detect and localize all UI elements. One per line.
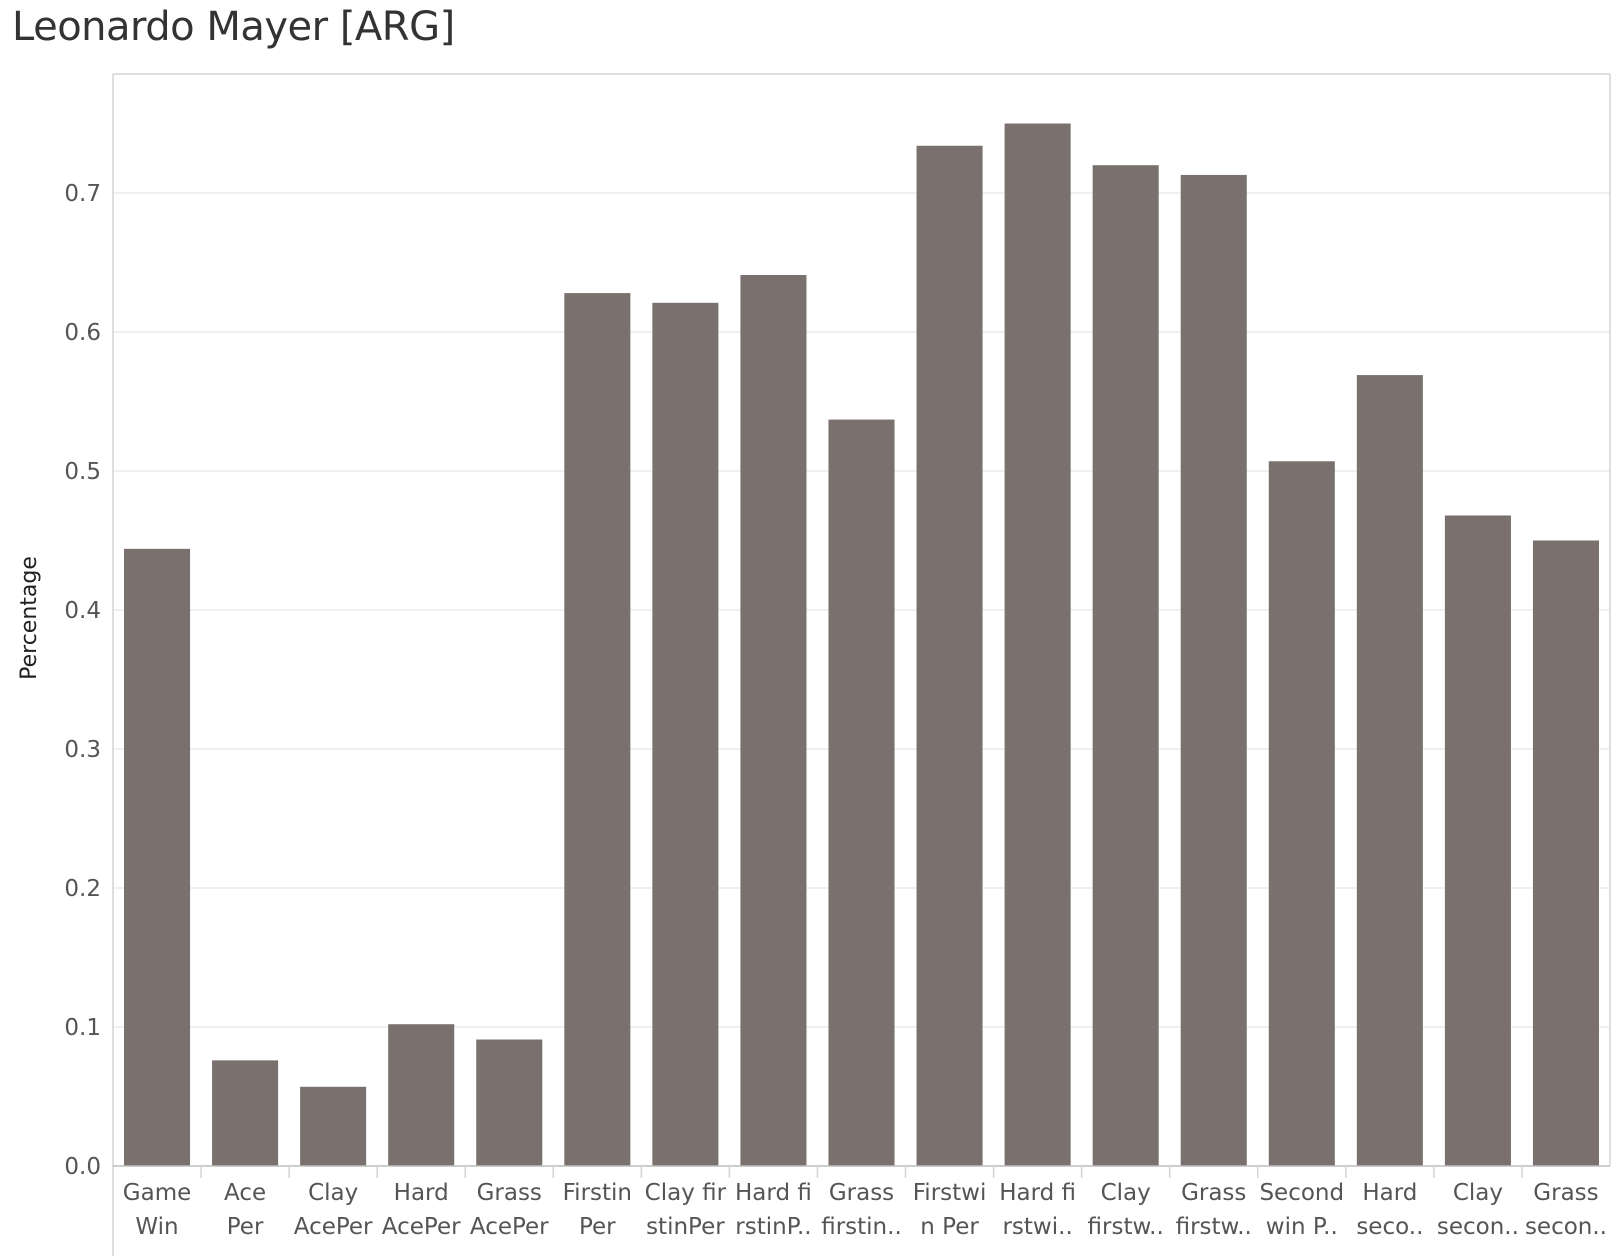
y-axis-ticks: 0.0 0.1 0.2 0.3 0.4 0.5 0.6 0.7 — [64, 181, 101, 1180]
x-tick-label: Second — [1259, 1180, 1344, 1206]
bar[interactable] — [212, 1060, 279, 1166]
y-tick-label: 0.0 — [64, 1154, 101, 1180]
y-tick-label: 0.4 — [64, 598, 101, 624]
x-tick-label: Clay — [1453, 1180, 1503, 1206]
x-tick-label: secon.. — [1437, 1214, 1519, 1240]
bar[interactable] — [916, 145, 983, 1167]
x-tick-label: n Per — [920, 1214, 979, 1240]
x-tick-label: Grass — [1533, 1180, 1598, 1206]
x-tick-label: firstw.. — [1088, 1214, 1164, 1240]
x-tick-label: rstwi.. — [1002, 1214, 1072, 1240]
x-tick-label: Game — [123, 1180, 191, 1206]
y-tick-label: 0.7 — [64, 181, 101, 207]
x-tick-label: Firstwi — [913, 1180, 987, 1206]
bar[interactable] — [388, 1024, 455, 1166]
bar[interactable] — [1004, 123, 1071, 1167]
x-tick-label: Grass — [829, 1180, 894, 1206]
y-tick-label: 0.1 — [64, 1015, 101, 1041]
x-tick-label: Per — [227, 1214, 264, 1240]
bar[interactable] — [1532, 540, 1599, 1167]
x-tick-label: Clay — [1101, 1180, 1151, 1206]
x-tick-label: Grass — [477, 1180, 542, 1206]
x-tick-label: Clay — [308, 1180, 358, 1206]
bar[interactable] — [828, 419, 895, 1166]
bar[interactable] — [1356, 375, 1423, 1167]
y-tick-label: 0.5 — [64, 459, 101, 485]
y-tick-label: 0.2 — [64, 876, 101, 902]
chart-title: Leonardo Mayer [ARG] — [12, 4, 455, 50]
x-tick-label: AcePer — [382, 1214, 461, 1240]
bar[interactable] — [1180, 174, 1247, 1166]
bar[interactable] — [300, 1086, 367, 1166]
x-tick-label: Clay fir — [645, 1180, 727, 1206]
x-tick-label: win P.. — [1266, 1214, 1338, 1240]
x-tick-label: seco.. — [1356, 1214, 1423, 1240]
x-tick-label: Ace — [224, 1180, 266, 1206]
bars — [124, 123, 1599, 1167]
x-tick-label: firstin.. — [821, 1214, 902, 1240]
x-tick-label: Per — [579, 1214, 616, 1240]
x-tick-label: Hard — [394, 1180, 449, 1206]
x-tick-label: secon.. — [1525, 1214, 1607, 1240]
x-tick-label: Hard fi — [999, 1180, 1076, 1206]
bar[interactable] — [476, 1039, 543, 1166]
x-tick-label: stinPer — [646, 1214, 725, 1240]
y-tick-label: 0.3 — [64, 737, 101, 763]
x-tick-label: AcePer — [470, 1214, 549, 1240]
bar[interactable] — [1268, 461, 1335, 1166]
y-tick-label: 0.6 — [64, 320, 101, 346]
x-tick-label: rstinP.. — [735, 1214, 811, 1240]
x-tick-label: AcePer — [294, 1214, 373, 1240]
bar[interactable] — [124, 548, 191, 1166]
x-axis-labels: GameWinAcePerClayAcePerHardAcePerGrassAc… — [123, 1180, 1607, 1240]
bar[interactable] — [740, 275, 807, 1166]
x-tick-label: Firstin — [563, 1180, 632, 1206]
x-tick-label: Hard fi — [735, 1180, 812, 1206]
x-tick-label: Hard — [1362, 1180, 1417, 1206]
plot-frame — [112, 73, 1611, 1256]
bar[interactable] — [1444, 515, 1511, 1166]
x-tick-label: Grass — [1181, 1180, 1246, 1206]
x-tick-label: Win — [135, 1214, 178, 1240]
y-axis-title: Percentage — [17, 556, 42, 680]
x-tick-label: firstw.. — [1176, 1214, 1252, 1240]
bar[interactable] — [652, 302, 719, 1166]
bar[interactable] — [1092, 165, 1159, 1166]
bar[interactable] — [564, 293, 631, 1167]
